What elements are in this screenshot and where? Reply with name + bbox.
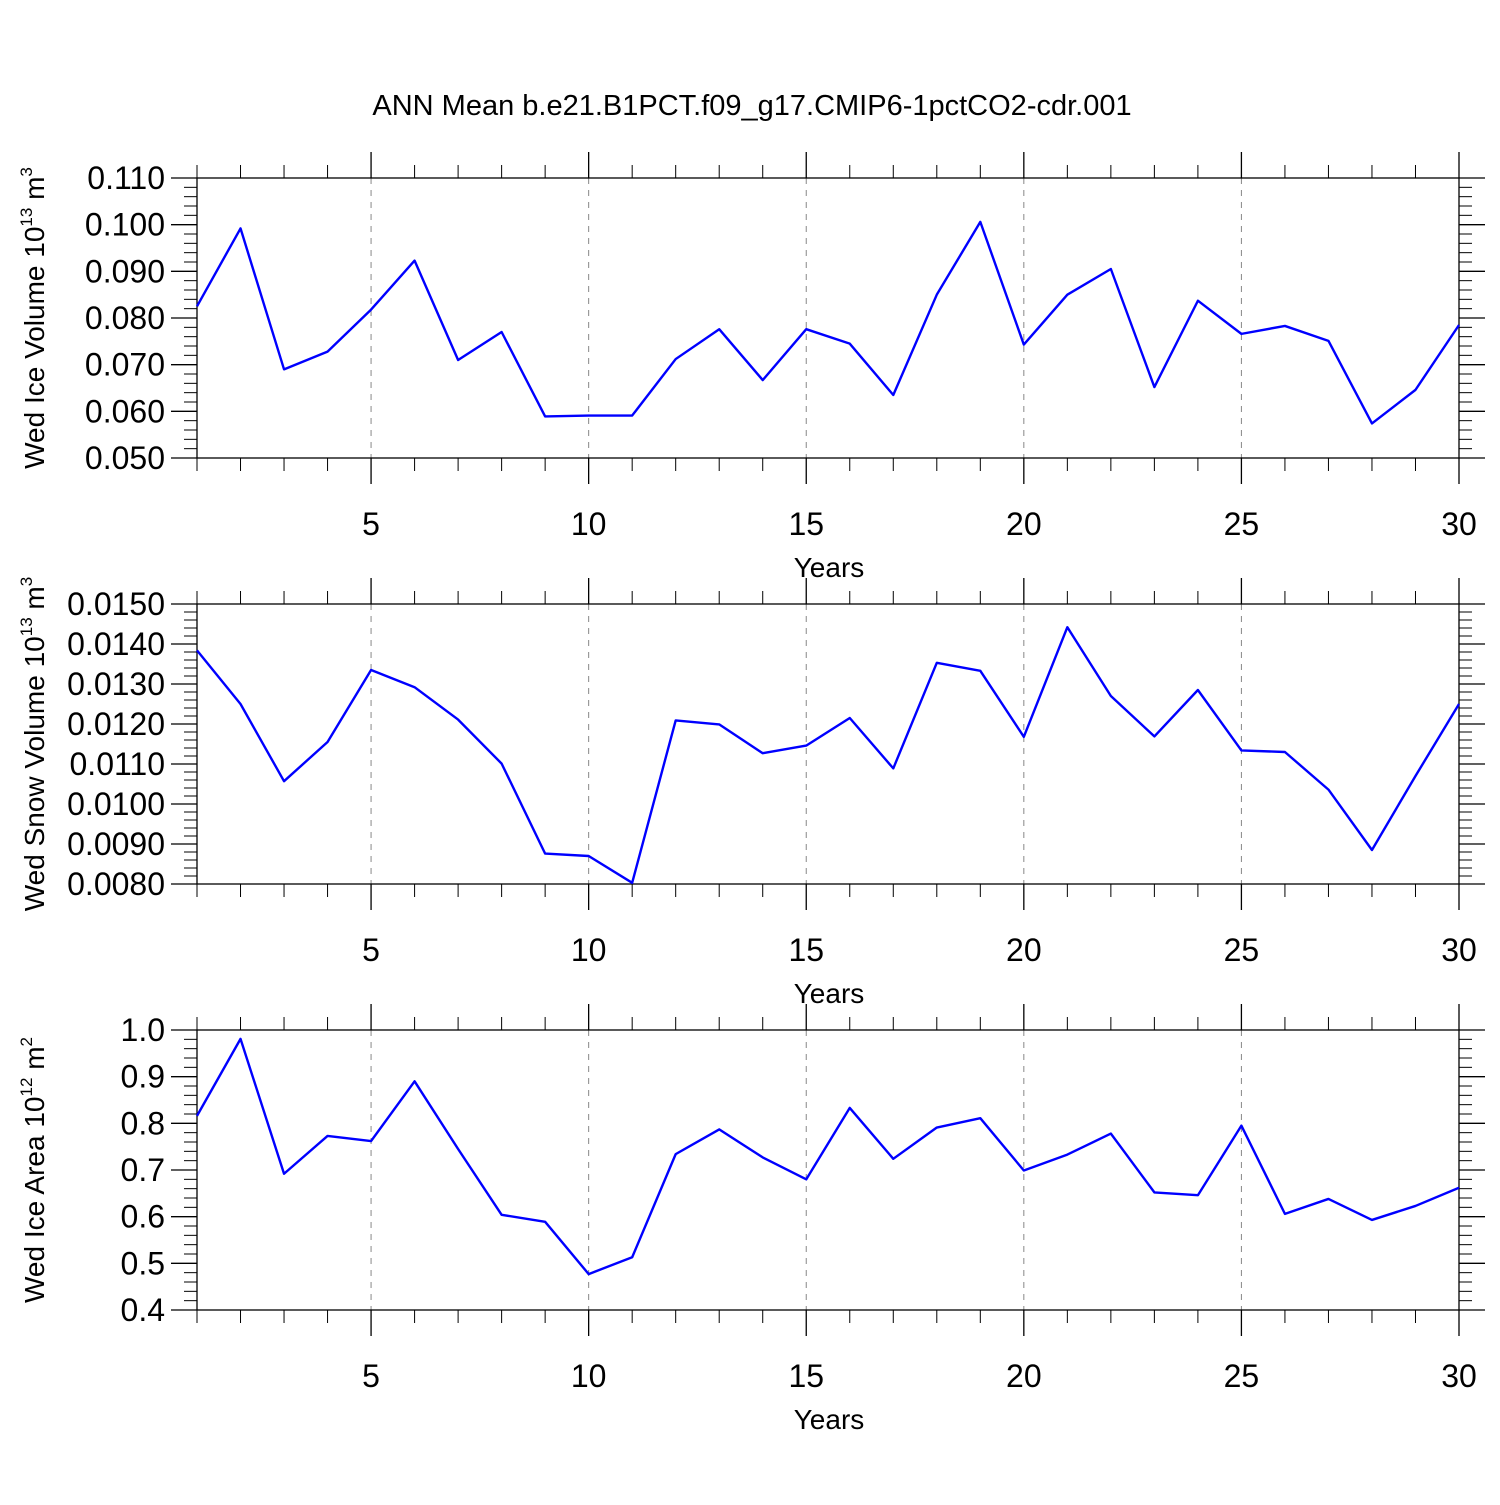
y-axis-label-exponent: 13 (17, 617, 36, 636)
y-axis-label-text: Wed Ice Volume 10 (19, 227, 50, 469)
x-tick-label: 5 (362, 506, 380, 542)
y-tick-label: 0.0080 (67, 866, 165, 902)
x-tick-label: 25 (1224, 932, 1260, 968)
plot-frame (197, 1030, 1459, 1310)
y-tick-label: 0.080 (85, 300, 165, 336)
panel-3: 0.4 0.5 0.6 0.7 0.8 0.9 1.0 5 10 15 20 25 30 Years Wed… (17, 1004, 1485, 1435)
y-tick-label: 0.0090 (67, 826, 165, 862)
x-axis-label: Years (794, 552, 865, 583)
x-tick-label: 30 (1441, 932, 1477, 968)
y-axis-label-text: Wed Snow Volume 10 (19, 636, 50, 911)
plot-frame (197, 178, 1459, 458)
y-tick-label: 0.4 (121, 1292, 165, 1328)
figure-title: ANN Mean b.e21.B1PCT.f09_g17.CMIP6-1pctC… (372, 90, 1131, 122)
y-axis-label-unit-exponent: 2 (17, 1037, 36, 1046)
plot-frame (197, 604, 1459, 884)
x-tick-label: 15 (788, 506, 824, 542)
x-tick-label: 25 (1224, 506, 1260, 542)
x-tick-label: 20 (1006, 1358, 1042, 1394)
x-axis-label: Years (794, 978, 865, 1009)
x-axis-label: Years (794, 1404, 865, 1435)
x-tick-label: 30 (1441, 506, 1477, 542)
y-tick-label: 0.6 (121, 1199, 165, 1235)
y-axis-label-text: Wed Ice Area 10 (19, 1097, 50, 1304)
x-tick-label: 10 (571, 932, 607, 968)
y-tick-label: 0.0110 (70, 746, 166, 782)
y-axis-label-unit-exponent: 3 (17, 577, 36, 586)
y-tick-label: 0.5 (121, 1245, 165, 1281)
x-tick-label: 30 (1441, 1358, 1477, 1394)
y-axis-label-unit: m (19, 177, 50, 208)
y-axis-label-unit-exponent: 3 (17, 167, 36, 176)
y-tick-label: 0.0130 (67, 666, 165, 702)
y-axis-label: Wed Ice Area 1012 m2 (17, 1037, 50, 1303)
x-tick-label: 5 (362, 1358, 380, 1394)
y-tick-label: 0.0100 (67, 786, 165, 822)
x-tick-label: 15 (788, 1358, 824, 1394)
y-axis-label-exponent: 12 (17, 1078, 36, 1097)
y-tick-label: 0.070 (85, 347, 165, 383)
x-tick-label: 10 (571, 506, 607, 542)
x-tick-label: 15 (788, 932, 824, 968)
series-line-1 (197, 222, 1459, 424)
x-tick-label: 20 (1006, 506, 1042, 542)
y-tick-label: 0.110 (87, 160, 165, 196)
x-tick-label: 20 (1006, 932, 1042, 968)
y-axis-label-unit: m (19, 586, 50, 617)
y-tick-label: 1.0 (121, 1012, 165, 1048)
y-tick-label: 0.9 (121, 1059, 165, 1095)
series-line-1 (197, 1039, 1459, 1274)
panel-1: 0.050 0.060 0.070 0.080 0.090 0.100 0.110 5 10 15… (17, 152, 1485, 583)
y-tick-label: 0.0120 (67, 706, 165, 742)
panel-2: 0.0080 0.0090 0.0100 0.0110 0.0120 0.0130 0.01… (17, 577, 1485, 1009)
y-tick-label: 0.0150 (67, 586, 165, 622)
x-tick-label: 10 (571, 1358, 607, 1394)
y-axis-label: Wed Snow Volume 1013 m3 (17, 577, 50, 911)
y-axis-label: Wed Ice Volume 1013 m3 (17, 167, 50, 469)
y-tick-label: 0.060 (85, 393, 165, 429)
y-tick-label: 0.7 (121, 1152, 165, 1188)
x-tick-label: 5 (362, 932, 380, 968)
y-axis-label-unit: m (19, 1046, 50, 1077)
y-tick-label: 0.090 (85, 253, 165, 289)
y-tick-label: 0.100 (85, 207, 165, 243)
y-axis-label-exponent: 13 (17, 208, 36, 227)
x-tick-label: 25 (1224, 1358, 1260, 1394)
y-tick-label: 0.0140 (67, 626, 165, 662)
y-tick-label: 0.050 (85, 440, 165, 476)
y-tick-label: 0.8 (121, 1105, 165, 1141)
series-line-1 (197, 627, 1459, 883)
